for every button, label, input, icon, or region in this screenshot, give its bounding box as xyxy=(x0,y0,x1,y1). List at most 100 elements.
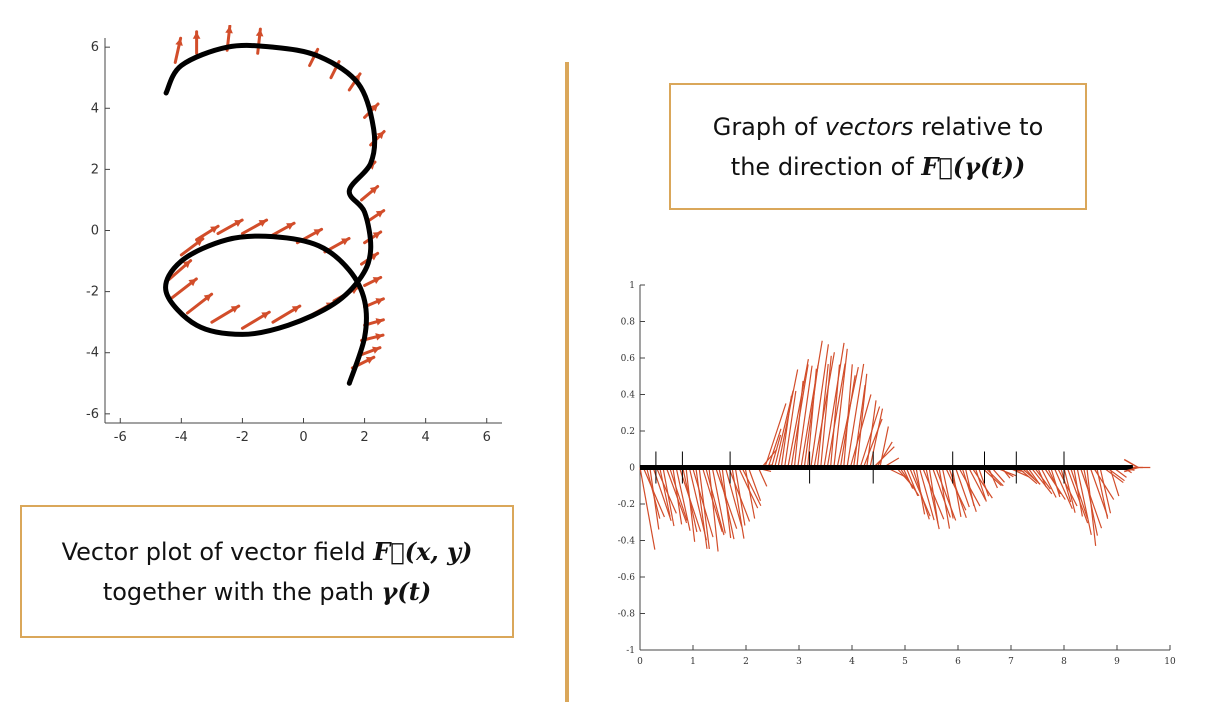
relative-vector xyxy=(787,358,809,468)
relative-vector xyxy=(770,434,782,468)
vector-arrow-head xyxy=(375,318,384,326)
vector-arrow-head xyxy=(375,333,384,341)
relative-vector xyxy=(879,426,889,468)
right-y-tick-label: -1 xyxy=(626,646,635,656)
right-x-tick-label: 5 xyxy=(902,657,908,667)
relative-vector xyxy=(816,363,829,468)
vector-arrow-head xyxy=(375,298,384,306)
vector-arrow-head xyxy=(203,294,212,302)
right-x-tick-label: 2 xyxy=(743,657,749,667)
relative-vector xyxy=(711,467,726,534)
relative-vector xyxy=(662,467,675,527)
right-plot-vectors xyxy=(639,340,1151,552)
right-x-tick-label: 4 xyxy=(849,657,855,667)
vector-arrow-head xyxy=(372,277,381,285)
right-y-tick-label: -0.8 xyxy=(618,610,636,620)
relative-vector xyxy=(876,441,893,468)
relative-vector xyxy=(669,467,688,521)
relative-vector xyxy=(797,365,813,468)
caption-right-line1-post: relative to xyxy=(913,112,1044,141)
left-x-tick-label: -4 xyxy=(175,430,188,445)
vector-arrow xyxy=(170,277,198,300)
right-x-tick-label: 3 xyxy=(796,657,802,667)
relative-vector xyxy=(783,390,797,468)
right-x-tick-label: 1 xyxy=(690,657,696,667)
relative-vector xyxy=(780,395,792,468)
right-x-tick-label: 7 xyxy=(1008,657,1014,667)
relative-vector xyxy=(810,344,829,468)
relative-vector xyxy=(843,364,853,468)
relative-vector xyxy=(675,467,691,531)
caption-left-line2-math: γ(t) xyxy=(381,576,432,606)
vector-arrow xyxy=(366,209,386,223)
relative-vector xyxy=(856,373,868,468)
relative-vector xyxy=(672,467,683,525)
relative-vector xyxy=(741,467,762,507)
gamma-path-curve xyxy=(163,42,378,386)
relative-vector xyxy=(820,355,832,468)
relative-vector xyxy=(1069,467,1089,519)
relative-vector xyxy=(928,467,939,524)
right-y-tick-label: -0.4 xyxy=(618,537,636,547)
left-x-tick-label: 4 xyxy=(422,430,430,445)
right-y-tick-label: 0.8 xyxy=(621,318,636,328)
relative-vector xyxy=(1046,467,1061,495)
vector-arrow-head xyxy=(230,306,239,313)
relative-vector xyxy=(866,400,877,468)
relative-vector xyxy=(935,467,957,521)
caption-right-line1: Graph of vectors relative to xyxy=(713,107,1044,147)
vector-arrow xyxy=(240,310,271,330)
right-x-tick-label: 8 xyxy=(1061,657,1067,667)
relative-vector xyxy=(971,467,993,499)
caption-right-line1-text: Graph of xyxy=(712,112,825,141)
vector-arrow-head xyxy=(192,31,201,39)
vector-arrow xyxy=(195,224,220,242)
relative-vector xyxy=(1086,467,1097,546)
relative-vector xyxy=(695,467,708,549)
vector-arrow xyxy=(271,304,302,324)
left-y-tick-label: 6 xyxy=(91,40,99,55)
left-y-tick-label: -2 xyxy=(86,285,99,300)
relative-vector xyxy=(829,364,841,468)
relative-vector xyxy=(1063,467,1076,513)
relative-vector xyxy=(905,467,919,497)
relative-vector xyxy=(1066,467,1089,524)
caption-left-line1: Vector plot of vector field F⃗(x, y) xyxy=(62,532,473,572)
right-y-tick-label: 0.2 xyxy=(621,427,635,437)
vector-field-plot: -6 -4 -2 0 2 4 6 6 4 2 0 -2 -4 -6 xyxy=(86,25,502,445)
relative-vector xyxy=(1017,467,1038,485)
vector-arrow xyxy=(240,218,269,236)
relative-vector xyxy=(731,467,745,539)
relative-vector xyxy=(685,467,696,542)
right-y-tick-label: -0.6 xyxy=(618,573,636,583)
relative-vector xyxy=(708,467,719,552)
relative-vector xyxy=(1109,467,1120,497)
relative-vector xyxy=(757,467,768,487)
vector-arrow-head xyxy=(372,346,380,354)
right-x-tick-label: 0 xyxy=(637,657,643,667)
right-y-tick-label: 0 xyxy=(629,464,635,474)
caption-left-line1-text: Vector plot of vector field xyxy=(61,537,374,566)
relative-vector xyxy=(984,467,1004,487)
caption-right-line2-math: F⃗(γ(t)) xyxy=(921,151,1026,181)
relative-vector xyxy=(852,384,866,468)
relative-vector xyxy=(977,467,990,497)
relative-vector xyxy=(649,467,660,530)
left-y-tick-label: -6 xyxy=(86,407,99,422)
relative-vector xyxy=(800,340,823,468)
vector-arrow xyxy=(192,30,201,55)
vector-arrow-head xyxy=(372,231,381,240)
baseline-end-arrow xyxy=(1123,458,1141,473)
relative-vector xyxy=(1050,467,1061,498)
caption-vector-field: Vector plot of vector field F⃗(x, y) tog… xyxy=(20,505,514,638)
right-y-tick-label: 0.4 xyxy=(621,391,636,401)
left-y-tick-label: -4 xyxy=(86,346,99,361)
caption-left-line2-text: together with the path xyxy=(102,577,382,606)
relative-vector xyxy=(826,363,846,468)
left-x-tick-label: -2 xyxy=(236,430,249,445)
vector-arrow-head xyxy=(182,260,191,269)
relative-vector xyxy=(1099,467,1112,514)
relative-vector xyxy=(1079,467,1103,529)
relative-vector xyxy=(665,467,688,524)
vector-arrow-head xyxy=(341,238,350,246)
